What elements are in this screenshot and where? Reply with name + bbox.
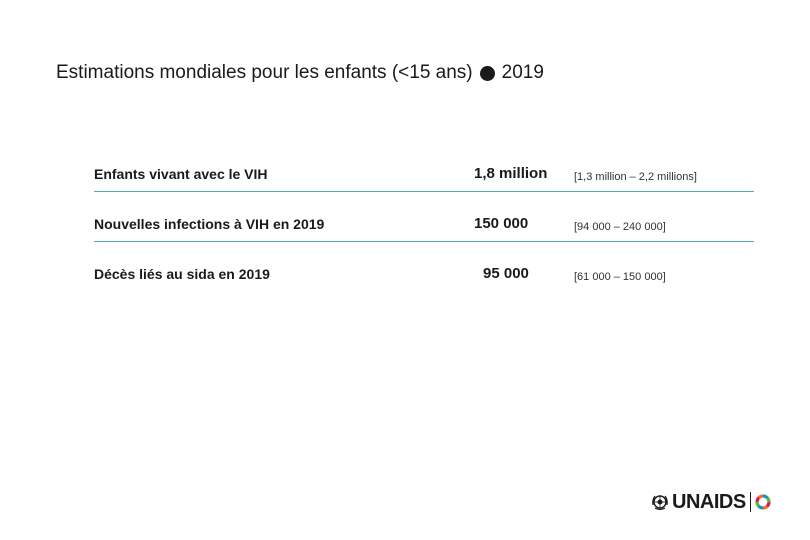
row-range: [61 000 – 150 000] — [574, 271, 666, 283]
bullet-dot-icon — [479, 65, 495, 81]
table-row: Décès liés au sida en 2019 95 000 [61 00… — [94, 265, 754, 291]
table-row: Nouvelles infections à VIH en 2019 150 0… — [94, 215, 754, 242]
row-range: [1,3 million – 2,2 millions] — [574, 171, 697, 183]
un-emblem-icon — [652, 495, 668, 511]
row-value: 95 000 — [483, 265, 529, 282]
row-value: 150 000 — [474, 215, 529, 232]
row-value: 1,8 million — [474, 165, 548, 182]
sdg-wheel-icon — [755, 494, 771, 510]
slide-title: Estimations mondiales pour les enfants (… — [56, 62, 544, 84]
logo-separator — [749, 492, 752, 512]
unaids-logo: UNAIDS — [650, 489, 771, 515]
row-label: Décès liés au sida en 2019 — [94, 266, 270, 282]
table-row: Enfants vivant avec le VIH 1,8 million [… — [94, 165, 754, 192]
row-label: Nouvelles infections à VIH en 2019 — [94, 216, 325, 232]
row-label: Enfants vivant avec le VIH — [94, 166, 268, 182]
row-range: [94 000 – 240 000] — [574, 221, 666, 233]
logo-text: UNAIDS — [672, 491, 746, 513]
slide-title-year: 2019 — [501, 62, 544, 83]
slide-title-text: Estimations mondiales pour les enfants (… — [56, 62, 473, 83]
